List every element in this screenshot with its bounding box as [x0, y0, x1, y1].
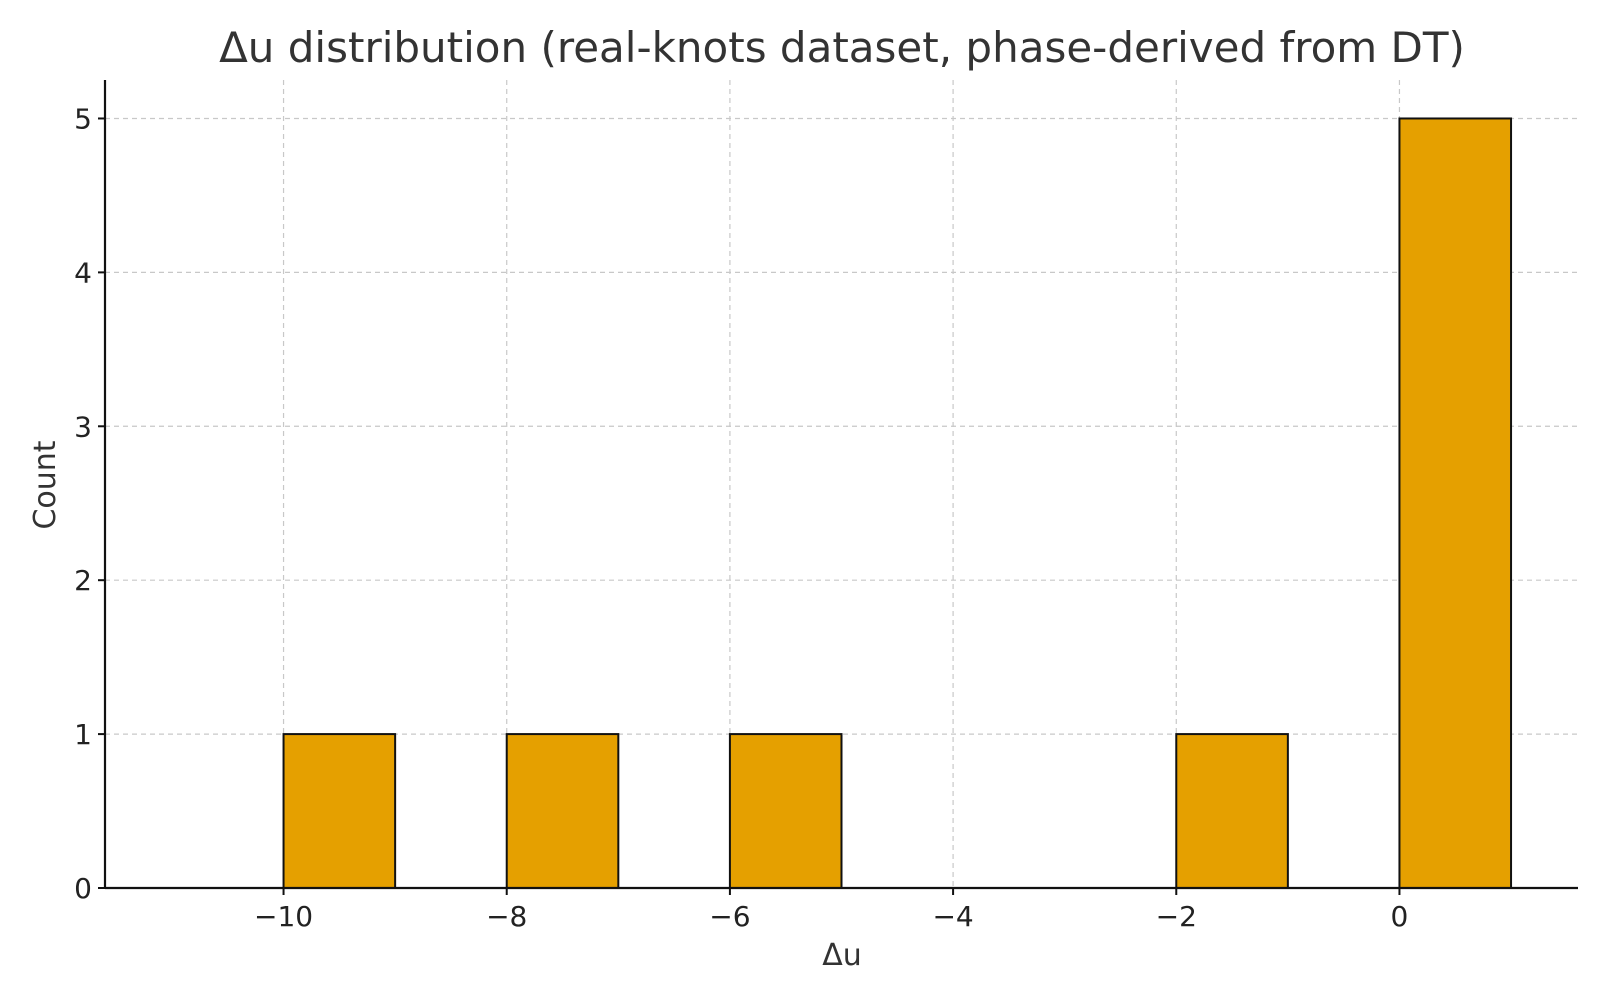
histogram-bar [728, 733, 843, 889]
x-tick-label: −8 [486, 900, 527, 933]
x-tick-label: −2 [1156, 900, 1197, 933]
y-axis-label: Count [28, 440, 63, 529]
x-axis-label: Δu [822, 938, 862, 973]
y-tick-label: 1 [74, 718, 92, 751]
x-tick-label: 0 [1391, 900, 1409, 933]
axis-layer: −10 −8 −6 −4 −2 0 0 1 2 3 4 5 [74, 80, 1578, 933]
x-tick-label: −4 [932, 900, 973, 933]
chart-title: Δu distribution (real-knots dataset, pha… [219, 23, 1465, 72]
histogram-bar [505, 733, 620, 889]
y-tick-label: 5 [74, 102, 92, 135]
bar-layer [282, 117, 1513, 889]
histogram-bar [1398, 117, 1513, 889]
y-tick-label: 0 [74, 872, 92, 905]
y-tick-label: 4 [74, 256, 92, 289]
x-tick-label: −10 [254, 900, 313, 933]
histogram-bar [1175, 733, 1289, 889]
x-tick-label: −6 [709, 900, 750, 933]
y-tick-label: 2 [74, 564, 92, 597]
y-tick-label: 3 [74, 410, 92, 443]
histogram-bar [282, 733, 397, 889]
